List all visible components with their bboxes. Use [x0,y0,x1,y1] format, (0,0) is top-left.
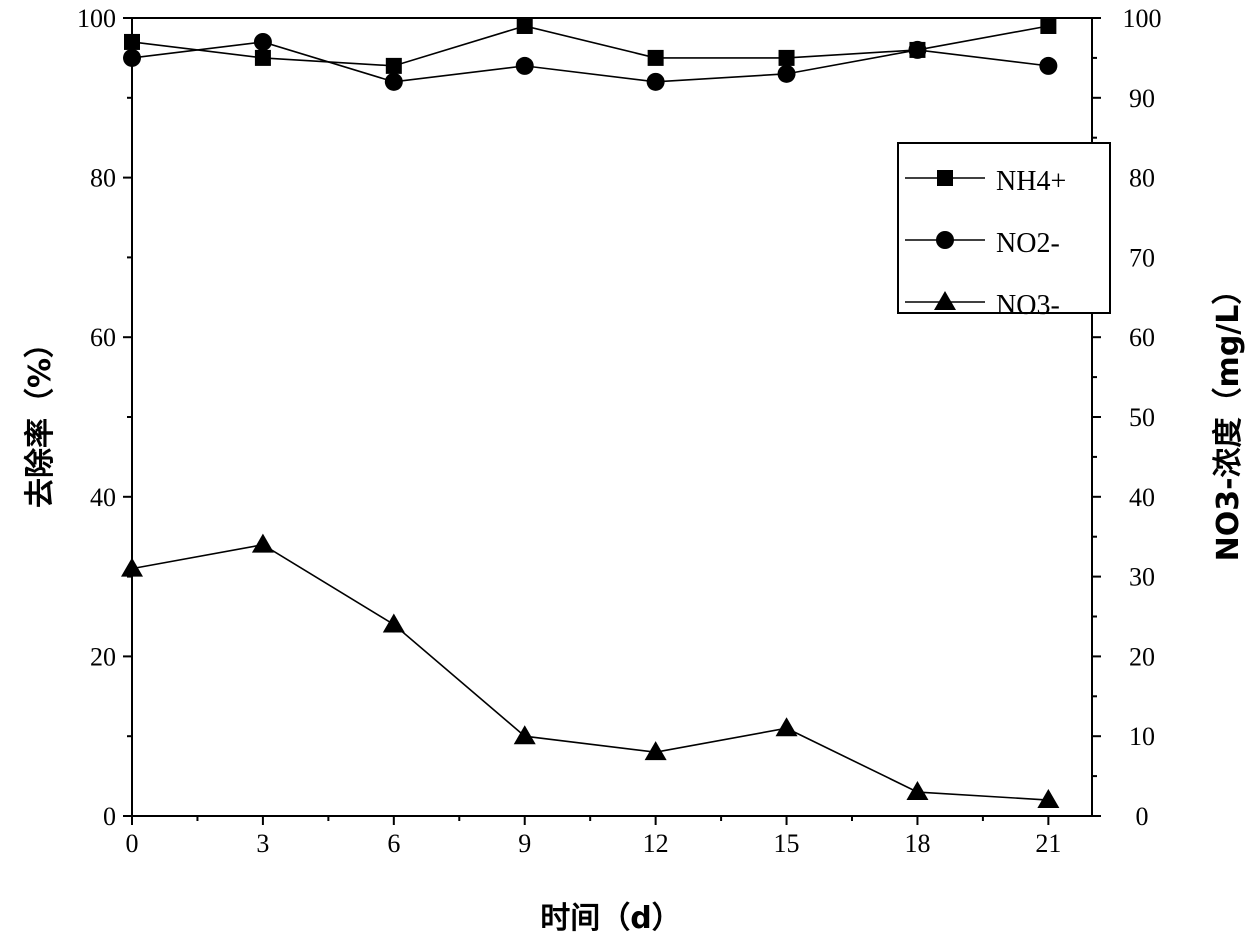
series-line-triangle [131,543,1049,801]
y2-tick-label: 30 [1129,563,1155,592]
y-tick-label: 100 [77,4,116,33]
y-tick-label: 20 [90,642,116,671]
data-point-triangle [513,725,536,745]
legend-label: NO2- [996,228,1060,259]
y2-tick-label: 40 [1129,483,1155,512]
data-point-square [254,49,271,66]
y-tick-label: 60 [90,323,116,352]
x-tick-label: 12 [643,829,669,858]
x-tick-label: 18 [904,829,930,858]
plot-frame [131,17,1093,817]
y2-axis-title: NO3-浓度（mg/L） [1211,275,1246,562]
data-point-square [647,49,664,66]
legend-marker-square [937,170,953,186]
series-line-square [131,25,1049,67]
x-tick-label: 21 [1035,829,1061,858]
x-tick-label: 9 [518,829,531,858]
data-point-square [516,17,533,34]
data-point-triangle [382,613,405,633]
data-point-triangle [121,557,143,577]
data-point-circle [123,48,141,67]
series-lines [131,25,1049,801]
y2-tick-label: 80 [1129,164,1155,193]
markers [121,17,1060,809]
legend: NH4+ NO2- NO3- [897,142,1111,321]
y-tick-label: 40 [90,483,116,512]
legend-frame [897,142,1111,314]
data-point-circle [384,72,403,91]
y2-tick-label: 50 [1129,403,1155,432]
legend-marker-triangle [934,291,956,310]
y2-tick-label: 90 [1129,84,1155,113]
data-point-triangle [775,717,798,737]
data-point-triangle [906,781,929,801]
data-point-square [385,57,402,74]
y2-tick-label: 0 [1136,802,1149,831]
data-point-circle [1039,56,1058,75]
legend-label: NO3- [996,290,1060,321]
data-point-square [778,49,795,66]
x-tick-label: 15 [774,829,800,858]
x-axis-title: 时间（d） [540,901,681,936]
series-line-circle [131,41,1049,83]
data-point-circle [777,64,796,83]
y-axis-title: 去除率（%） [23,328,58,508]
y2-tick-label: 10 [1129,722,1155,751]
x-tick-label: 0 [126,829,139,858]
data-point-circle [253,32,272,51]
data-point-square [124,33,140,50]
data-point-circle [908,40,927,59]
y2-tick-label: 100 [1123,4,1162,33]
data-point-triangle [251,533,274,553]
data-point-circle [515,56,534,75]
legend-marker-circle [936,231,954,249]
y2-tick-label: 20 [1129,642,1155,671]
y2-tick-label: 70 [1129,243,1155,272]
data-point-square [1040,17,1057,34]
x-tick-label: 6 [387,829,400,858]
y-tick-label: 0 [103,802,116,831]
y-tick-label: 80 [90,164,116,193]
ticks: 0 3 6 9 12 15 18 21 0 20 40 60 80 100 0 10 20 30 40 50 60 70 8… [77,4,1162,858]
axes [131,17,1093,817]
y2-tick-label: 60 [1129,323,1155,352]
data-point-triangle [1037,789,1060,809]
data-point-circle [646,72,665,91]
legend-label: NH4+ [996,166,1066,197]
x-tick-label: 3 [256,829,269,858]
data-point-triangle [644,741,667,761]
